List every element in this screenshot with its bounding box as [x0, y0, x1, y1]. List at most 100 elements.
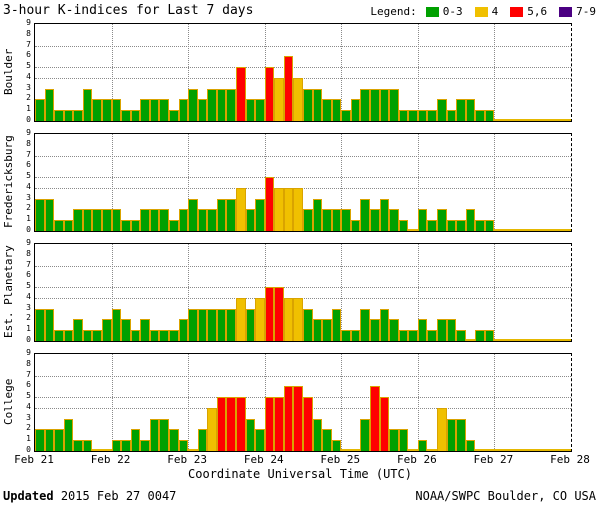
k-index-bar [303, 308, 313, 341]
k-index-bar [370, 319, 380, 341]
k-index-bar [264, 67, 275, 121]
legend-item: 4 [474, 5, 498, 18]
k-index-bar [456, 330, 466, 341]
k-index-bar [140, 319, 150, 341]
k-index-bar [255, 429, 265, 451]
day-gridline [494, 24, 496, 121]
k-index-bar [408, 449, 418, 451]
plot-area [34, 243, 572, 342]
k-index-bar [226, 88, 236, 121]
k-index-bar [264, 397, 275, 451]
k-index-bar [188, 308, 198, 341]
y-axis-tick-label: 9 [26, 238, 31, 247]
x-axis-title: Coordinate Universal Time (UTC) [188, 467, 412, 481]
k-index-bar [561, 449, 571, 451]
k-index-bar [121, 220, 131, 231]
k-index-bar [484, 330, 495, 341]
k-index-bar [283, 297, 294, 341]
k-index-bar [226, 397, 236, 451]
y-axis-tick-label: 2 [26, 313, 31, 323]
k-index-bar [465, 209, 476, 231]
k-index-bar [398, 220, 409, 231]
k-index-bar [523, 119, 533, 121]
k-index-bar [54, 110, 64, 121]
k-index-bar [245, 99, 256, 121]
legend-items: 0-3 4 5,6 7-9 [425, 5, 596, 18]
y-axis-tick-label: 1 [26, 214, 31, 224]
k-index-bar [274, 77, 284, 121]
k-index-bar [551, 339, 562, 341]
panel-label-college: College [2, 378, 15, 425]
k-index-bar [255, 99, 265, 121]
k-index-bar [494, 339, 504, 341]
day-gridline [341, 244, 343, 341]
k-index-bar [532, 229, 543, 231]
y-axis-tick-label: 0 [26, 445, 31, 454]
day-gridline [188, 24, 190, 121]
y-axis-tick-label: 1 [26, 104, 31, 114]
k-index-bar [322, 319, 332, 341]
k-index-bar [178, 99, 189, 121]
k-index-bar [551, 449, 562, 451]
y-axis-tick-label: 9 [26, 128, 31, 137]
k-index-bar [350, 449, 361, 451]
k-index-bar [532, 449, 543, 451]
k-index-bar [456, 220, 466, 231]
k-index-bar [121, 319, 131, 341]
y-axis-tick-label: 5 [26, 61, 31, 71]
k-index-bar [121, 110, 131, 121]
y-axis-tick-label: 4 [26, 401, 31, 411]
source-credit: NOAA/SWPC Boulder, CO USA [415, 489, 596, 503]
legend-label: Legend: [370, 5, 417, 18]
legend-swatch [474, 6, 488, 17]
k-index-bar [35, 308, 45, 341]
k-index-bar [293, 386, 303, 451]
day-gridline [188, 354, 190, 451]
k-index-bar [446, 220, 457, 231]
k-index-bar [188, 198, 198, 231]
k-index-bar [92, 330, 102, 341]
threshold-gridline [35, 297, 571, 299]
k-index-bar [92, 209, 102, 231]
y-axis-tick-label: 7 [26, 149, 31, 159]
k-index-bar [63, 110, 74, 121]
k-index-bar [197, 209, 208, 231]
k-index-bar [35, 429, 45, 451]
panel-label-fredericksburg: Fredericksburg [2, 135, 15, 228]
k-index-bar [561, 339, 571, 341]
k-index-bar [264, 287, 275, 341]
k-index-bar [465, 339, 476, 341]
k-index-bar [427, 330, 437, 341]
k-index-bar [140, 440, 150, 451]
k-index-bar [484, 110, 495, 121]
k-index-bar [341, 209, 351, 231]
day-gridline [494, 354, 496, 451]
y-axis-tick-label: 3 [26, 82, 31, 92]
k-index-bar [360, 418, 370, 451]
k-index-bar [427, 110, 437, 121]
y-axis-tick-label: 8 [26, 358, 31, 368]
k-index-bar [293, 77, 303, 121]
k-index-bar [408, 229, 418, 231]
k-index-bar [484, 449, 495, 451]
k-index-bar [542, 119, 552, 121]
k-index-bar [322, 429, 332, 451]
k-index-bar [159, 209, 169, 231]
day-gridline [111, 24, 113, 121]
k-index-bar [236, 187, 246, 231]
k-index-bar [111, 308, 122, 341]
k-index-bar [504, 119, 514, 121]
k-index-bar [446, 319, 457, 341]
k-index-bar [427, 449, 437, 451]
k-index-bar [303, 397, 313, 451]
k-index-bar [216, 308, 227, 341]
k-index-bar [73, 319, 83, 341]
day-gridline [417, 244, 419, 341]
k-index-bar [446, 110, 457, 121]
y-axis-tick-label: 8 [26, 138, 31, 148]
threshold-gridline [35, 265, 571, 267]
k-index-bar [494, 449, 504, 451]
legend: Legend: 0-3 4 5,6 7-9 [370, 5, 596, 18]
y-axis-tick-label: 8 [26, 28, 31, 38]
k-index-bar [417, 110, 428, 121]
